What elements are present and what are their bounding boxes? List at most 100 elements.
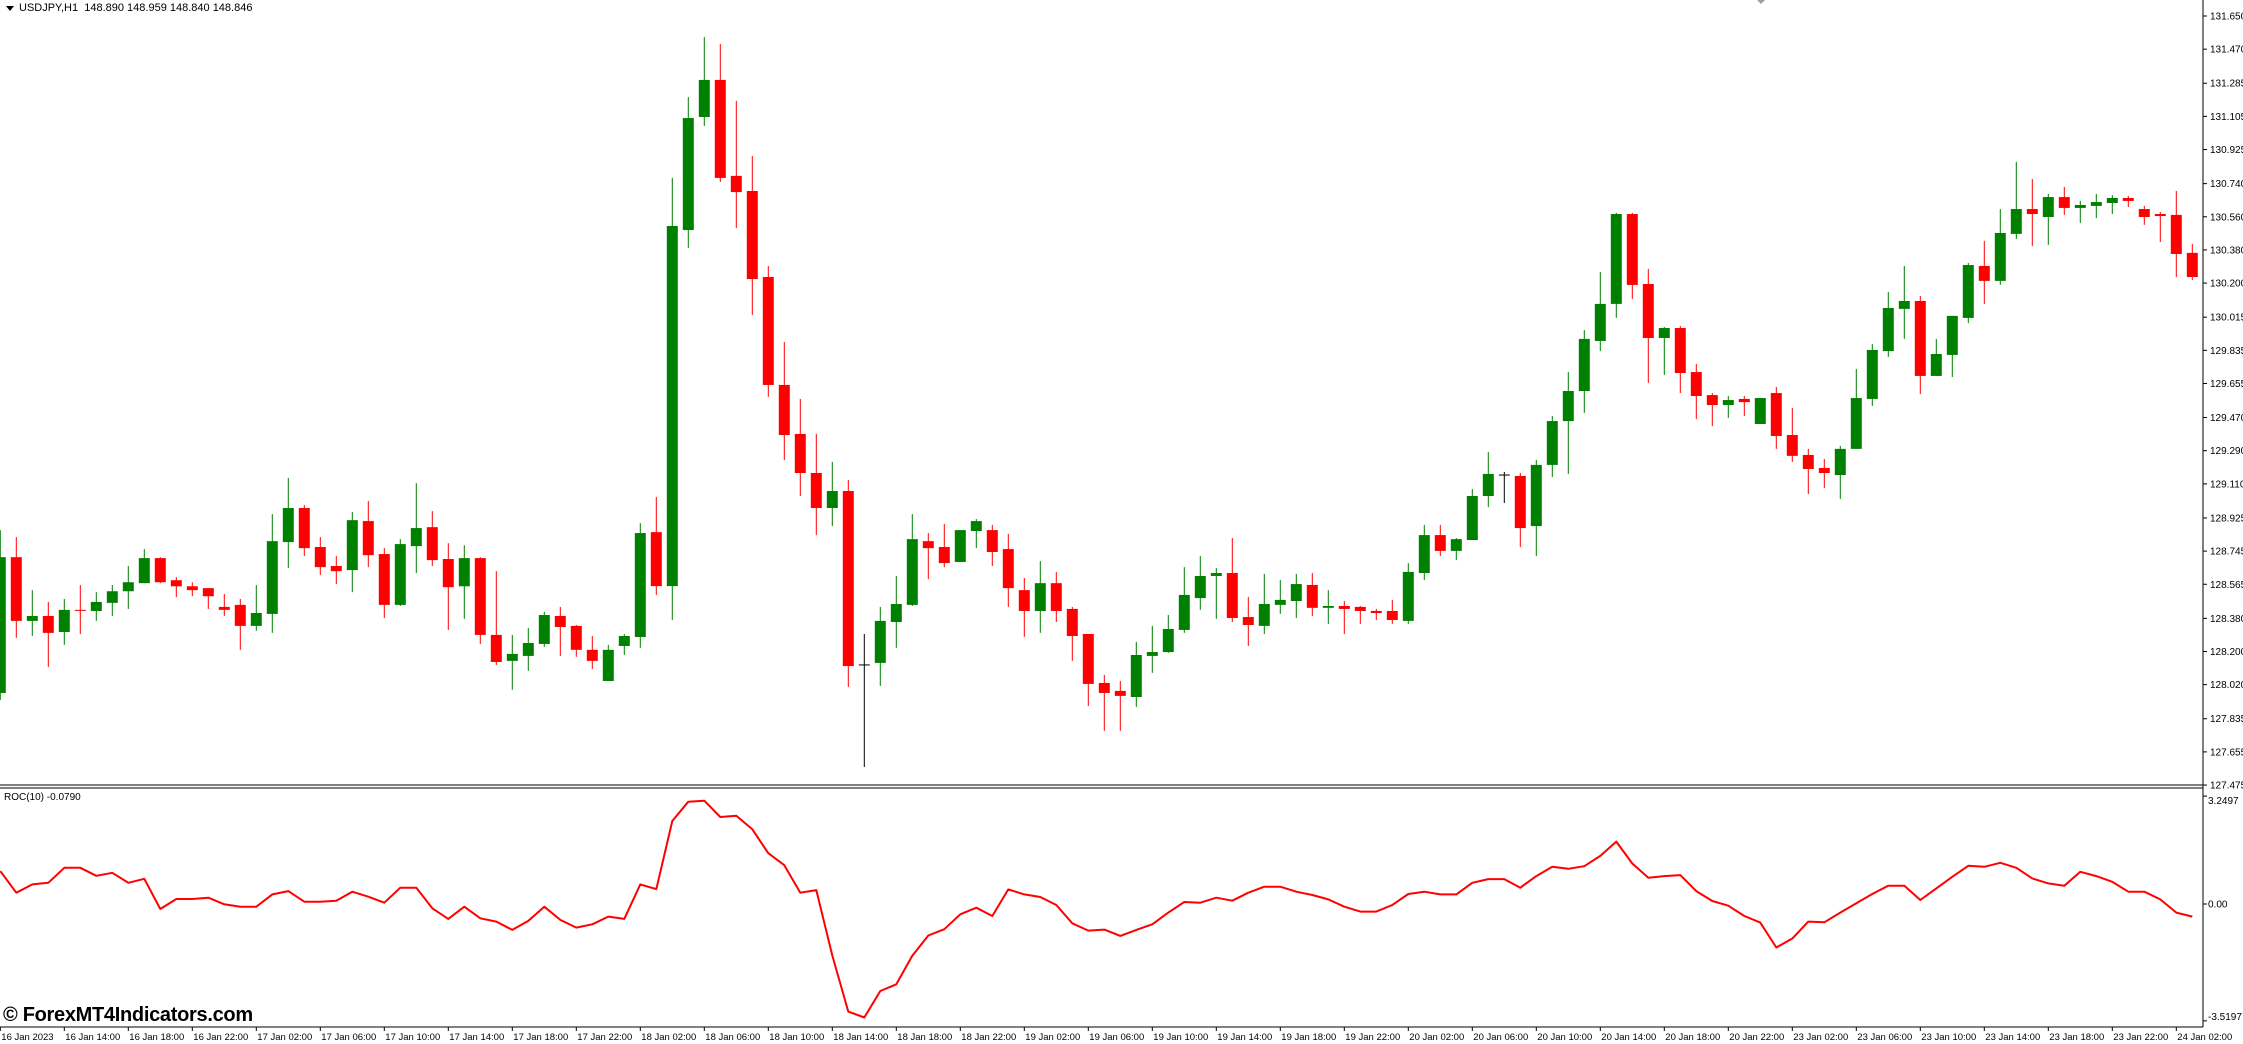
triangle-down-icon[interactable] bbox=[6, 5, 14, 11]
candle-body bbox=[986, 530, 998, 553]
candle bbox=[474, 557, 486, 644]
time-tick-label: 20 Jan 18:00 bbox=[1665, 1032, 1720, 1043]
candle bbox=[970, 519, 982, 549]
candle-body bbox=[1626, 214, 1638, 285]
candle bbox=[1914, 295, 1926, 394]
candle-body bbox=[1530, 464, 1542, 527]
candle-body bbox=[842, 491, 854, 667]
candle bbox=[1178, 567, 1190, 633]
candle-body bbox=[570, 625, 582, 650]
candle bbox=[1610, 212, 1622, 318]
candle bbox=[1050, 572, 1062, 623]
time-tick-label: 16 Jan 22:00 bbox=[193, 1032, 248, 1043]
candle bbox=[138, 549, 150, 584]
candle bbox=[1674, 326, 1686, 394]
time-tick-label: 20 Jan 02:00 bbox=[1409, 1032, 1464, 1043]
candle bbox=[1850, 368, 1862, 449]
candle-body bbox=[826, 491, 838, 508]
candle-body bbox=[1098, 682, 1110, 693]
candle-body bbox=[2010, 209, 2022, 234]
candle-body bbox=[1642, 284, 1654, 338]
indicator-label: ROC(10) -0.0790 bbox=[4, 792, 81, 803]
time-tick-label: 16 Jan 18:00 bbox=[129, 1032, 184, 1043]
candle bbox=[714, 43, 726, 182]
candle-body bbox=[1466, 496, 1478, 541]
watermark: © ForexMT4Indicators.com bbox=[3, 1004, 253, 1026]
candle bbox=[1466, 489, 1478, 541]
candle bbox=[490, 571, 502, 665]
candle bbox=[954, 530, 966, 562]
candle-body bbox=[1802, 454, 1814, 469]
candle bbox=[1114, 680, 1126, 731]
candle-body bbox=[2170, 214, 2182, 254]
candle-body bbox=[1418, 535, 1430, 574]
candle-body bbox=[362, 521, 374, 556]
time-tick-label: 18 Jan 06:00 bbox=[705, 1032, 760, 1043]
candle-body bbox=[938, 547, 950, 564]
time-tick-label: 17 Jan 10:00 bbox=[385, 1032, 440, 1043]
candle-body bbox=[1546, 421, 1558, 465]
candle-body bbox=[1178, 594, 1190, 630]
candle-body bbox=[1482, 473, 1494, 497]
candle-body bbox=[602, 649, 614, 681]
candle bbox=[250, 584, 262, 631]
time-tick-label: 19 Jan 02:00 bbox=[1025, 1032, 1080, 1043]
candle-body bbox=[730, 175, 742, 193]
candle-body bbox=[202, 588, 214, 597]
time-tick-label: 18 Jan 02:00 bbox=[641, 1032, 696, 1043]
candle bbox=[538, 611, 550, 647]
time-tick-label: 23 Jan 06:00 bbox=[1857, 1032, 1912, 1043]
candle bbox=[2106, 195, 2118, 215]
candle-body bbox=[1066, 608, 1078, 637]
candle-body bbox=[90, 601, 102, 611]
candle bbox=[426, 511, 438, 567]
candle bbox=[1834, 445, 1846, 499]
candle bbox=[682, 97, 694, 248]
candle-body bbox=[2106, 197, 2118, 203]
candle-body bbox=[106, 591, 118, 603]
candle-body bbox=[1930, 354, 1942, 376]
candle-body bbox=[922, 541, 934, 549]
candle-body bbox=[1514, 475, 1526, 529]
candle bbox=[618, 633, 630, 655]
candle bbox=[650, 496, 662, 595]
candle bbox=[986, 524, 998, 567]
candle bbox=[826, 461, 838, 527]
candle bbox=[1658, 326, 1670, 376]
price-tick-label: 130.200 bbox=[2210, 279, 2243, 290]
time-tick-label: 19 Jan 10:00 bbox=[1153, 1032, 1208, 1043]
candle bbox=[698, 36, 710, 126]
price-tick-label: 129.290 bbox=[2210, 446, 2243, 457]
time-tick-label: 18 Jan 22:00 bbox=[961, 1032, 1016, 1043]
candle-body bbox=[1818, 468, 1830, 474]
candle bbox=[1194, 556, 1206, 610]
candle bbox=[1690, 363, 1702, 420]
candle bbox=[346, 512, 358, 593]
candle bbox=[842, 479, 854, 688]
candle bbox=[218, 594, 230, 616]
shift-marker-icon[interactable] bbox=[1757, 0, 1765, 4]
candle bbox=[266, 514, 278, 633]
candle bbox=[2154, 211, 2166, 243]
candle-body bbox=[378, 554, 390, 605]
candle-body bbox=[698, 79, 710, 117]
price-tick-label: 129.655 bbox=[2210, 379, 2243, 390]
candle-body bbox=[346, 520, 358, 571]
price-tick-label: 131.105 bbox=[2210, 112, 2243, 123]
candle bbox=[282, 477, 294, 569]
candle bbox=[330, 556, 342, 585]
candle bbox=[1722, 396, 1734, 418]
candle-body bbox=[426, 527, 438, 561]
candle-body bbox=[474, 558, 486, 635]
candle-body bbox=[554, 615, 566, 627]
candle bbox=[1994, 209, 2006, 285]
candle bbox=[762, 265, 774, 397]
candle-body bbox=[778, 384, 790, 436]
price-tick-label: 130.380 bbox=[2210, 245, 2243, 256]
candle-body bbox=[42, 615, 54, 633]
candle-body bbox=[1562, 391, 1574, 422]
candle-body bbox=[682, 118, 694, 231]
price-tick-label: 129.470 bbox=[2210, 413, 2243, 424]
time-tick-label: 17 Jan 06:00 bbox=[321, 1032, 376, 1043]
